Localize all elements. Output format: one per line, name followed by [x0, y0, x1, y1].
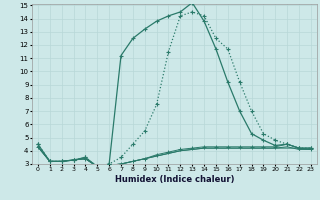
X-axis label: Humidex (Indice chaleur): Humidex (Indice chaleur) — [115, 175, 234, 184]
